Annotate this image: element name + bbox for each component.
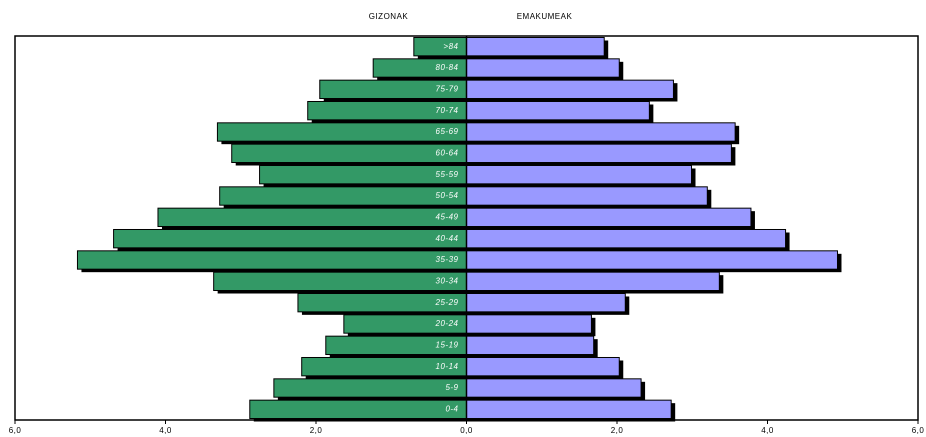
legend-label: GIZONAK [369, 12, 409, 21]
category-label: 55-59 [436, 170, 459, 179]
bar [466, 314, 592, 334]
bar [213, 271, 467, 292]
x-tick-label: 2,0 [611, 426, 624, 435]
bar [466, 356, 620, 377]
category-label: >84 [443, 42, 458, 51]
bar [466, 250, 838, 270]
category-label: 0-4 [445, 404, 458, 413]
bar [231, 143, 467, 164]
category-label: 50-54 [436, 191, 459, 200]
category-label: 40-44 [436, 234, 459, 243]
bar [466, 143, 732, 164]
bar [466, 335, 595, 356]
category-label: 75-79 [436, 84, 459, 93]
bar [216, 122, 467, 142]
category-label: 25-29 [435, 298, 459, 307]
category-label: 65-69 [436, 127, 459, 136]
bar [466, 228, 787, 249]
x-tick-label: 4,0 [159, 426, 172, 435]
bar [466, 186, 708, 206]
category-label: 60-64 [436, 148, 459, 157]
legend-label: EMAKUMEAK [517, 12, 573, 21]
bar [466, 36, 605, 57]
category-label: 45-49 [436, 212, 459, 221]
x-tick-label: 6,0 [9, 426, 22, 435]
bar [466, 292, 626, 313]
bar [466, 207, 752, 228]
x-tick-label: 4,0 [761, 426, 774, 435]
category-label: 15-19 [436, 340, 459, 349]
category-label: 5-9 [445, 383, 458, 392]
bar [413, 36, 468, 57]
bar [466, 271, 720, 292]
bar [466, 79, 674, 100]
category-label: 80-84 [436, 63, 459, 72]
bar [466, 100, 650, 121]
bar [76, 250, 468, 270]
x-tick-label: 2,0 [310, 426, 323, 435]
bar [273, 378, 467, 398]
x-tick-label: 0,0 [460, 426, 473, 435]
bar [466, 378, 642, 398]
bar [466, 122, 736, 142]
bar [466, 164, 692, 185]
bar [466, 399, 672, 420]
bar [249, 399, 467, 420]
category-label: 70-74 [436, 106, 459, 115]
category-label: 20-24 [435, 319, 459, 328]
bar [113, 228, 467, 249]
bar [219, 186, 467, 206]
bar [157, 207, 467, 228]
category-label: 35-39 [436, 255, 459, 264]
bar [466, 58, 620, 78]
category-label: 30-34 [436, 276, 459, 285]
category-label: 10-14 [436, 362, 459, 371]
x-tick-label: 6,0 [912, 426, 925, 435]
